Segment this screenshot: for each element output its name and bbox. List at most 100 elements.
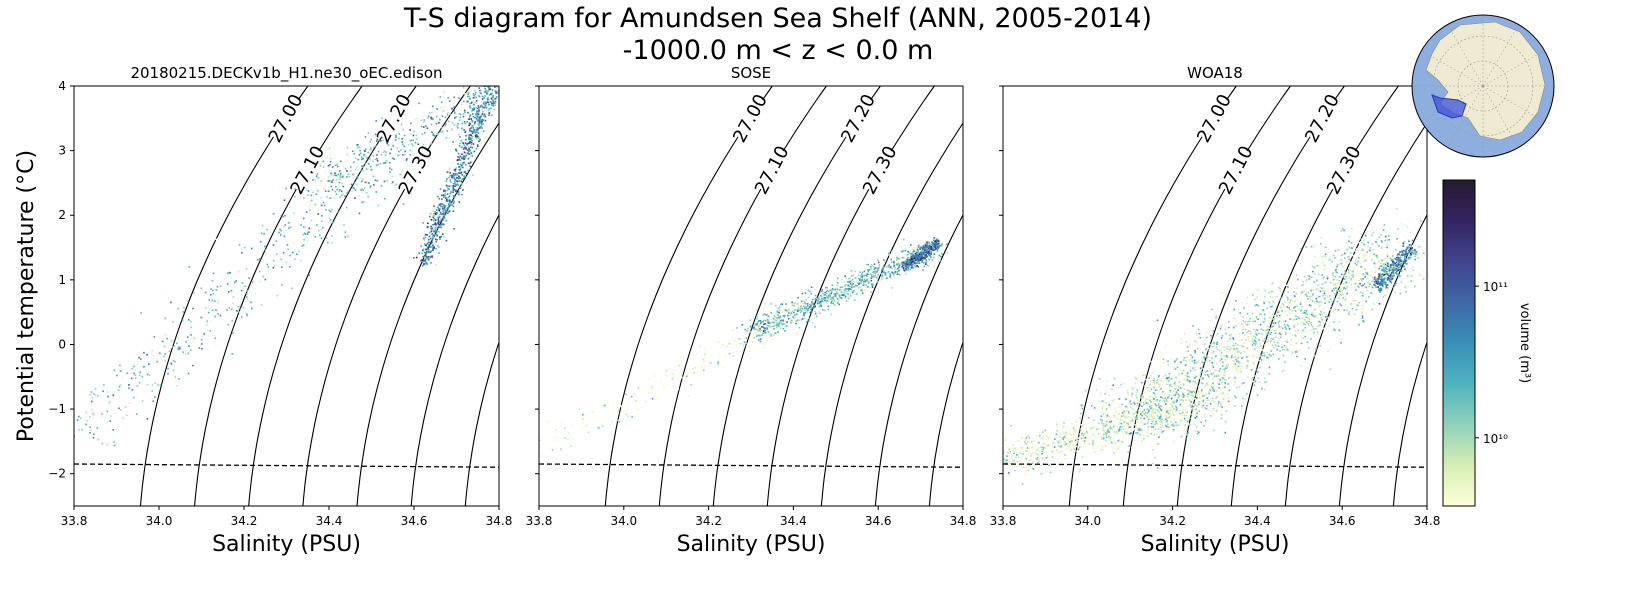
data-point [1154, 397, 1157, 400]
data-point [988, 462, 990, 464]
data-point [119, 383, 122, 386]
data-point [189, 349, 192, 351]
data-point [325, 237, 328, 239]
data-point [486, 93, 488, 95]
data-point [389, 150, 392, 152]
data-point [1029, 457, 1031, 460]
data-point [360, 169, 362, 172]
data-point [1159, 373, 1162, 376]
data-point [1329, 312, 1332, 315]
data-point [264, 278, 267, 281]
data-point [206, 329, 209, 331]
data-point [321, 220, 323, 222]
data-point [918, 256, 921, 258]
data-point [354, 157, 357, 159]
data-point [791, 315, 794, 318]
data-point [1269, 333, 1272, 336]
data-point [1155, 396, 1157, 398]
data-point [618, 420, 621, 423]
data-point [279, 215, 282, 217]
contour-label: 27.10 [286, 143, 329, 198]
data-point [906, 258, 908, 261]
data-point [860, 286, 862, 289]
data-point [1042, 461, 1044, 464]
data-point [437, 223, 440, 226]
data-point [93, 433, 95, 436]
data-point [645, 400, 647, 403]
data-point [749, 325, 752, 328]
data-point [449, 180, 452, 183]
data-point [830, 313, 832, 316]
data-point [422, 143, 425, 146]
data-point [1133, 418, 1136, 420]
data-point [445, 194, 447, 196]
data-point [245, 268, 248, 270]
data-point [865, 263, 868, 266]
data-point [746, 344, 748, 347]
data-point [1318, 317, 1320, 319]
data-point [1148, 422, 1150, 424]
data-point [333, 197, 335, 200]
data-point [281, 284, 283, 286]
data-point [1194, 388, 1196, 391]
data-point [425, 255, 427, 258]
data-point [1111, 418, 1113, 421]
data-point [753, 325, 755, 327]
data-point [146, 391, 149, 393]
data-point [228, 306, 231, 309]
data-point [916, 254, 918, 257]
data-point [1337, 309, 1339, 312]
data-point [760, 334, 763, 336]
data-point [475, 96, 477, 99]
data-point [604, 422, 606, 425]
data-point [669, 375, 672, 377]
data-point [418, 102, 420, 105]
data-point [1124, 421, 1127, 424]
data-point [459, 119, 461, 121]
data-point [619, 404, 622, 407]
data-point [435, 223, 437, 226]
data-point [314, 179, 317, 181]
data-point [454, 168, 457, 171]
data-point [446, 114, 449, 116]
data-point [581, 432, 583, 434]
data-point [902, 267, 905, 269]
data-point [1211, 386, 1214, 389]
density-contour [574, 86, 741, 506]
data-point [438, 246, 441, 248]
data-point [329, 197, 332, 199]
data-point [368, 188, 371, 191]
data-point [377, 204, 380, 207]
data-point [852, 287, 855, 290]
data-point [443, 196, 445, 198]
data-point [340, 194, 343, 197]
data-point [1216, 397, 1219, 399]
data-point [482, 110, 484, 113]
data-point [895, 255, 898, 257]
data-point [842, 294, 844, 296]
data-point [936, 251, 939, 254]
data-point [741, 324, 744, 326]
data-point [1073, 424, 1075, 426]
data-point [641, 387, 643, 390]
data-point [1026, 441, 1029, 443]
data-point [770, 303, 773, 305]
data-point [830, 289, 833, 292]
data-point [637, 409, 640, 411]
data-point [1162, 406, 1164, 408]
data-point [1262, 321, 1264, 324]
data-point [1322, 257, 1325, 260]
data-point [1038, 453, 1040, 455]
data-point [824, 309, 826, 312]
data-point [478, 107, 480, 109]
data-point [1040, 463, 1043, 466]
data-point [369, 158, 371, 160]
data-point [458, 113, 460, 115]
data-point [439, 118, 441, 121]
data-point [505, 87, 507, 89]
data-point [473, 103, 475, 106]
data-point [250, 301, 252, 304]
data-point [820, 295, 823, 298]
data-point [1092, 440, 1094, 442]
data-point [232, 296, 235, 298]
